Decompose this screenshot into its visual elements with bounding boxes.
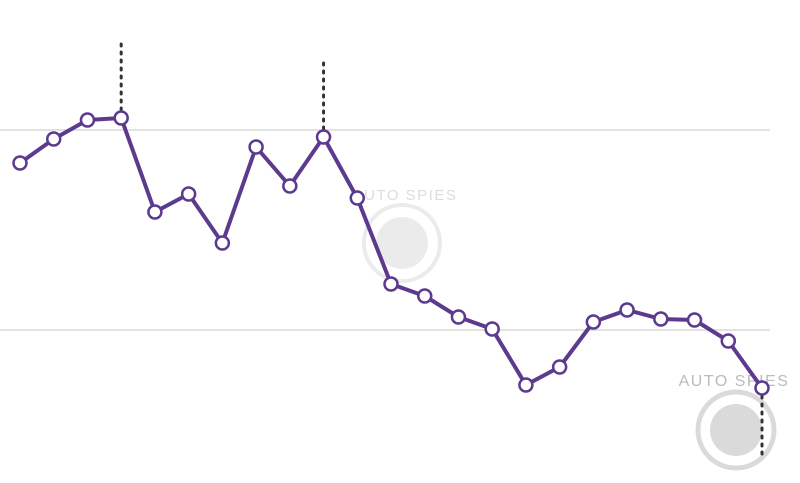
data-point <box>45 131 62 147</box>
watermark-text: AUTO SPIES <box>679 373 790 390</box>
data-point <box>248 139 264 155</box>
watermark-emblem <box>376 217 428 269</box>
data-point <box>113 110 129 126</box>
watermark-emblem <box>362 203 442 283</box>
data-point <box>484 321 500 337</box>
data-point <box>349 190 366 206</box>
watermark-text: AUTO SPIES <box>353 187 458 204</box>
data-point <box>653 311 669 327</box>
data-point <box>720 333 737 349</box>
data-point <box>686 312 703 328</box>
data-point <box>12 155 28 171</box>
data-point <box>518 377 534 393</box>
data-point <box>79 112 96 128</box>
data-point <box>282 178 298 194</box>
data-point <box>180 186 197 202</box>
data-point <box>315 129 332 145</box>
watermark-emblem <box>710 404 762 456</box>
data-point <box>619 302 635 318</box>
watermark-center <box>362 203 442 283</box>
data-point <box>416 288 433 304</box>
data-point <box>147 204 163 220</box>
watermark-emblem <box>695 389 777 471</box>
data-point <box>383 276 399 292</box>
watermark-corner <box>695 389 777 471</box>
data-point <box>754 380 770 396</box>
data-point <box>551 359 568 375</box>
data-point <box>214 235 231 251</box>
data-point <box>585 314 602 330</box>
data-point <box>450 309 467 325</box>
